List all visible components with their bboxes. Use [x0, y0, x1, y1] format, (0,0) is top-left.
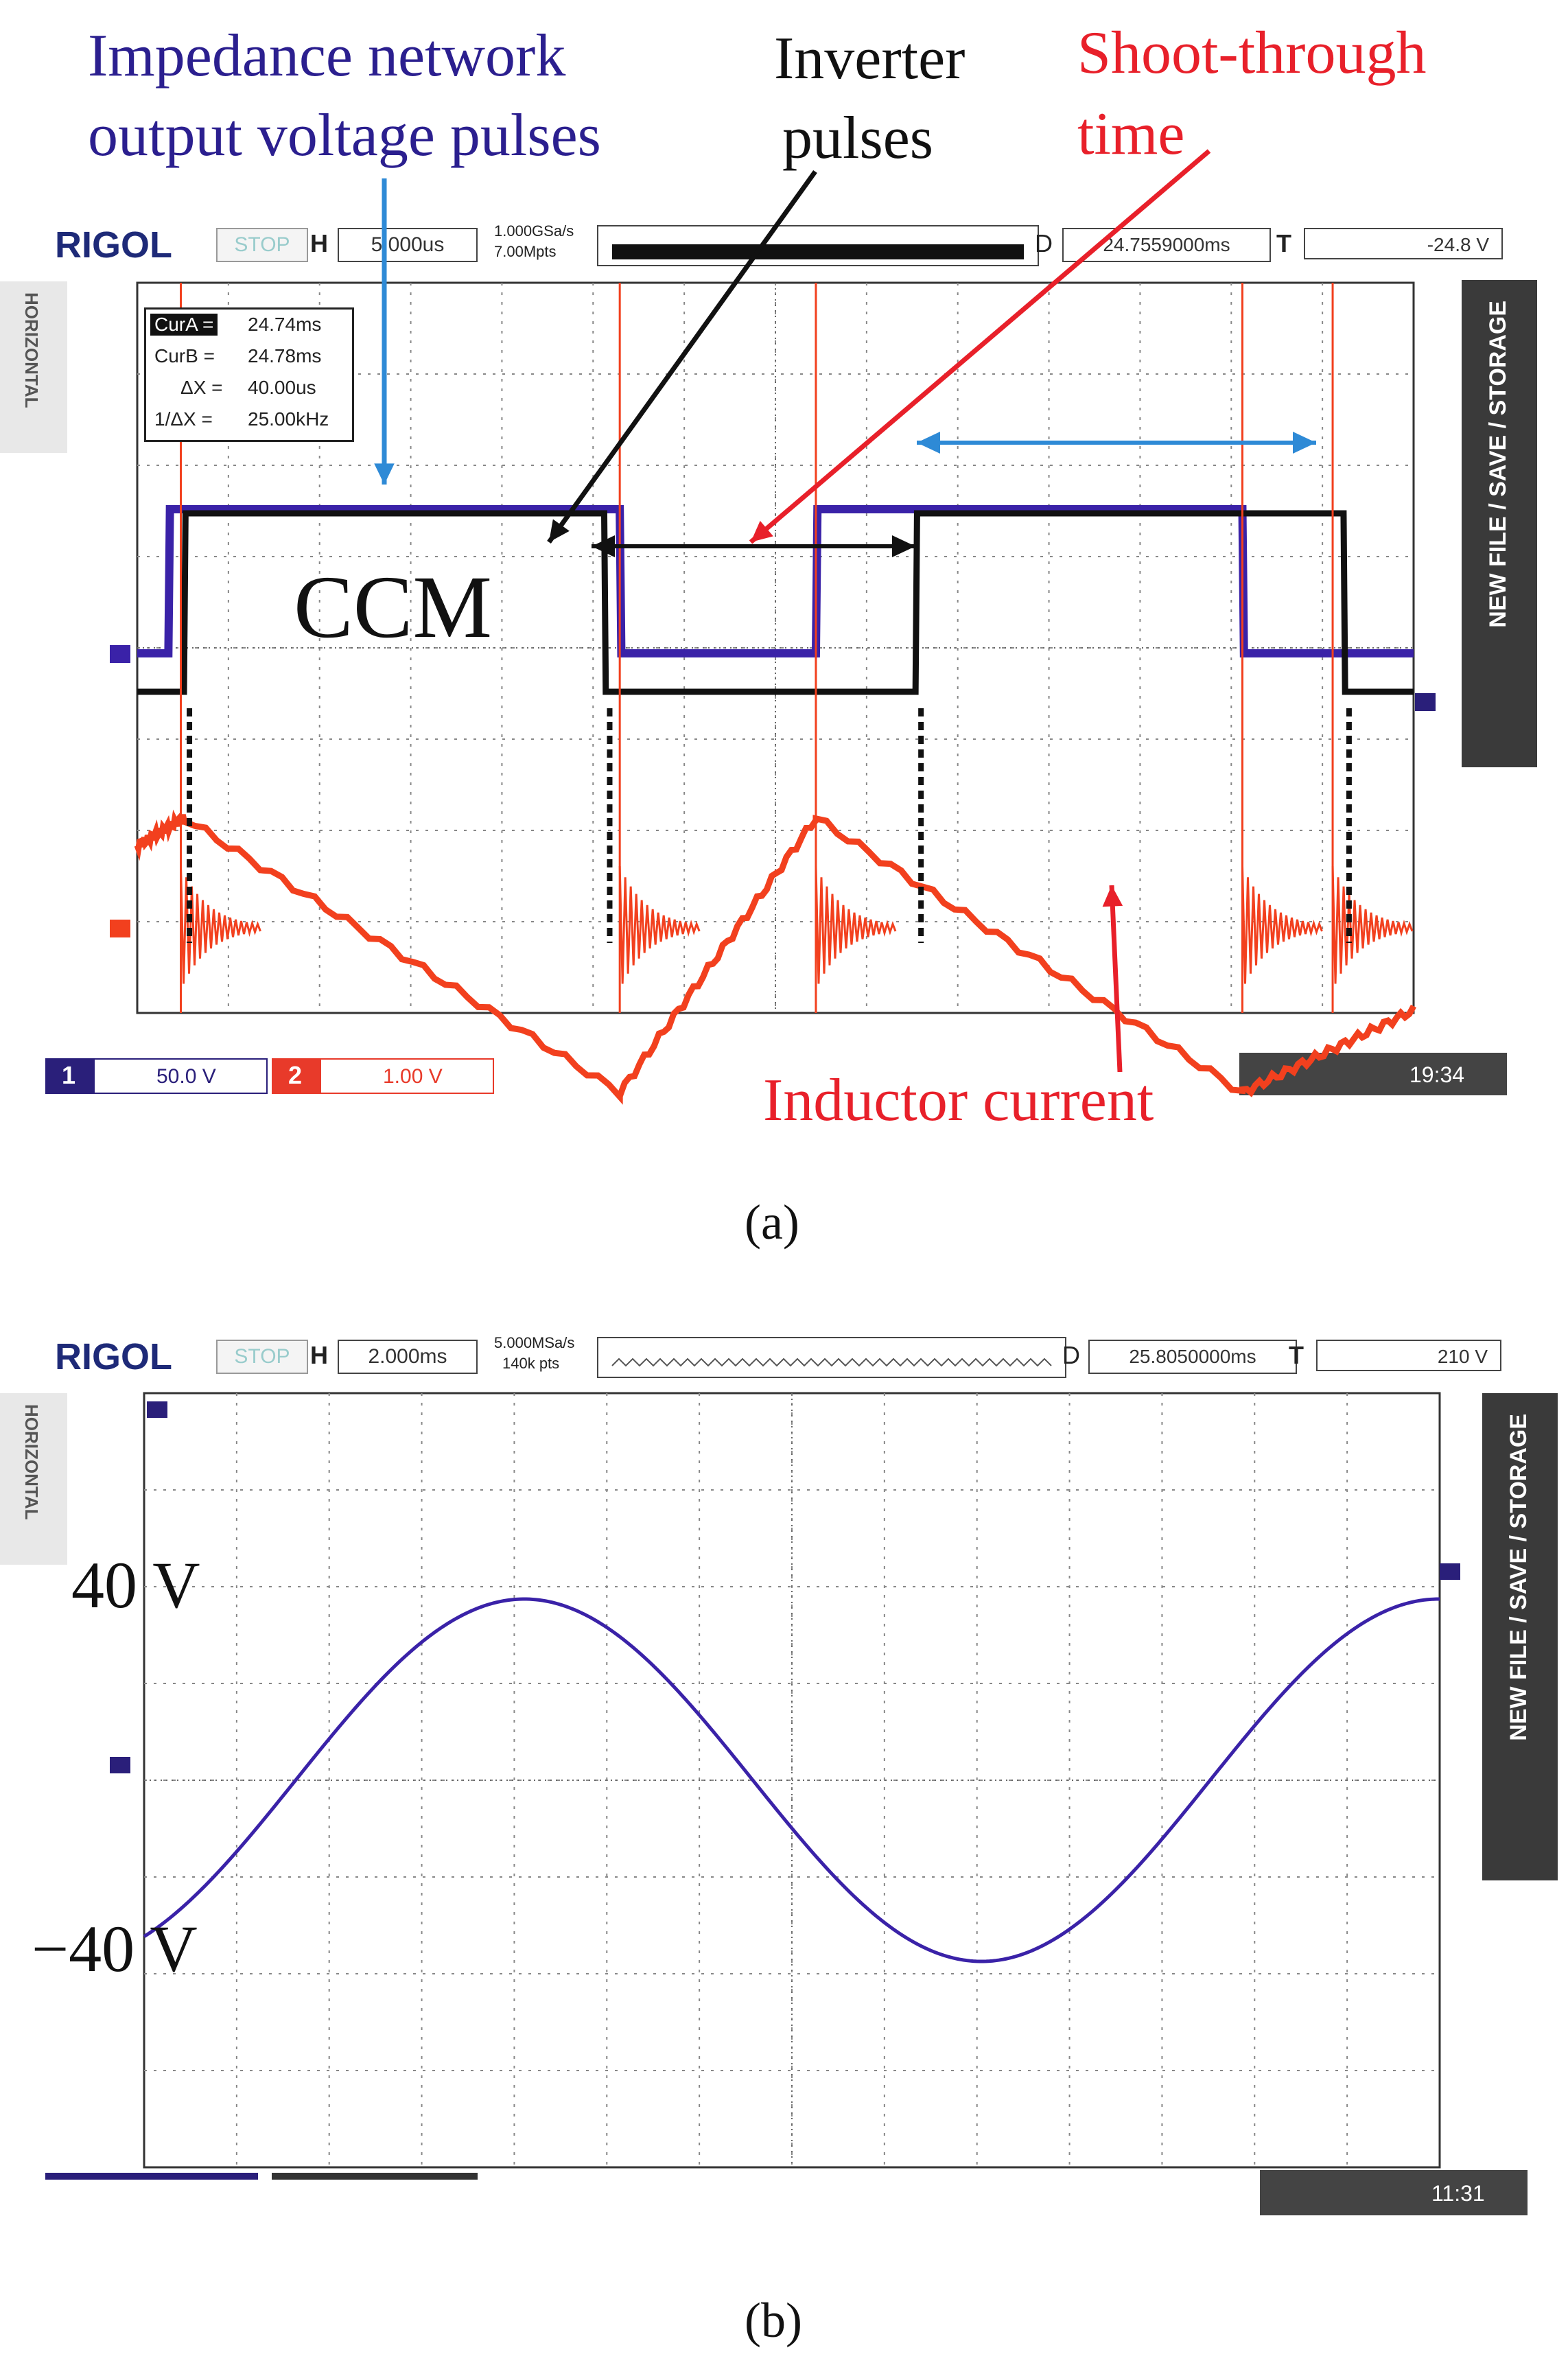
- annotation-40v: 40 V: [71, 1548, 200, 1622]
- caption-a: (a): [745, 1195, 799, 1250]
- ch2-number: 2: [288, 1061, 303, 1089]
- double-arrow-shoot-through-head-left: [592, 535, 615, 557]
- inv-delta-x-label: 1/ΔX =: [154, 408, 213, 430]
- traces-b: [110, 1401, 1460, 1963]
- ch1-marker: [110, 645, 130, 663]
- t-label: T: [1276, 229, 1291, 257]
- storage-menu-tab-a[interactable]: NEW FILE / SAVE / STORAGE: [1462, 280, 1537, 767]
- annotation-inverter-line1: Inverter: [774, 25, 966, 92]
- ringing: [1331, 865, 1414, 984]
- clock: 19:34: [1409, 1062, 1465, 1087]
- run-stop-badge[interactable]: STOP: [216, 228, 308, 262]
- h-label-b: H: [310, 1341, 328, 1369]
- double-arrow-shoot-through-head-right: [892, 535, 915, 557]
- memory-bar-fill: [612, 244, 1024, 259]
- cursor-a-label: CurA =: [150, 314, 218, 336]
- storage-label-b: NEW FILE / SAVE / STORAGE: [1506, 1414, 1532, 1741]
- d-label: D: [1035, 229, 1053, 257]
- scope-header-a: RIGOL STOP H 5.000us 1.000GSa/s 7.00Mpts…: [41, 218, 1503, 272]
- d-label-b: D: [1062, 1341, 1080, 1369]
- arrow-inverter-head: [549, 519, 570, 542]
- annotation-inductor: Inductor current: [763, 1067, 1154, 1134]
- brand-logo: RIGOL: [55, 224, 172, 266]
- output-voltage-trace: [143, 1597, 1440, 1963]
- ch1-scale: 50.0 V: [156, 1065, 216, 1088]
- grid-b: [143, 1392, 1441, 2169]
- annotation-minus-40v: −40 V: [32, 1912, 198, 1985]
- ringing: [815, 865, 897, 984]
- annotation-shoot-line1: Shoot-through: [1077, 20, 1427, 86]
- inverter-pulses-trace: [137, 510, 1414, 695]
- delta-x-value: 40.00us: [248, 377, 316, 398]
- ch1-number: 1: [62, 1061, 76, 1089]
- cursor-readout: CurA = 24.74ms CurB = 24.78ms ΔX = 40.00…: [144, 307, 354, 442]
- arrows: [374, 149, 1316, 1073]
- status-bar-right: 19:34: [1239, 1053, 1507, 1095]
- run-stop-badge-b[interactable]: STOP: [216, 1340, 308, 1374]
- ch2-scale-box[interactable]: 2 1.00 V: [272, 1058, 494, 1094]
- trigger-level-field-b[interactable]: 210 V: [1316, 1340, 1501, 1371]
- ringing: [180, 865, 261, 984]
- cursor-a-value: 24.74ms: [248, 314, 322, 335]
- scope-footer-a: 1 50.0 V 2 1.00 V 19:34: [45, 1053, 1507, 1095]
- status-bar-right-b: 11:31: [1260, 2170, 1528, 2215]
- memory-depth: 7.00Mpts: [494, 243, 557, 260]
- horizontal-label: HORIZONTAL: [21, 292, 42, 408]
- ch1-marker-b: [110, 1757, 130, 1773]
- memory-depth-b: 140k pts: [502, 1355, 560, 1372]
- ch2-marker: [110, 920, 130, 937]
- trigger-pos-marker-b: [147, 1401, 167, 1418]
- annotation-ccm: CCM: [294, 558, 493, 657]
- caption-b: (b): [745, 2293, 802, 2348]
- arrow-shoot-through: [749, 149, 1211, 544]
- annotation-impedance-line1: Impedance network: [88, 23, 566, 89]
- double-arrow-pulse-width-head-left: [917, 432, 940, 454]
- delay-field-b[interactable]: 25.8050000ms: [1088, 1340, 1297, 1374]
- ch2-scale-box-b[interactable]: [272, 2173, 478, 2180]
- arrow-shoot-through-head: [751, 520, 773, 542]
- inductor-current-trace: [134, 809, 1416, 1105]
- ch2-scale: 1.00 V: [383, 1065, 443, 1088]
- memory-bar-b: [597, 1337, 1066, 1378]
- inv-delta-x-value: 25.00kHz: [248, 408, 329, 430]
- ch1-scale-box-b[interactable]: [45, 2173, 258, 2180]
- arrow-inductor-head: [1102, 885, 1123, 907]
- scope-footer-b: 11:31: [45, 2170, 1528, 2215]
- storage-menu-tab-b[interactable]: NEW FILE / SAVE / STORAGE: [1482, 1393, 1558, 1880]
- annotation-shoot-line2: time: [1077, 101, 1185, 167]
- ringing: [1241, 865, 1323, 984]
- trigger-level-field[interactable]: -24.8 V: [1304, 228, 1503, 259]
- delta-x-label: ΔX =: [180, 377, 223, 398]
- ringing: [618, 865, 701, 984]
- delay-field[interactable]: 24.7559000ms: [1062, 228, 1271, 262]
- sample-rate: 1.000GSa/s: [494, 222, 574, 240]
- cursor-b-label: CurB =: [154, 345, 215, 366]
- sample-rate-b: 5.000MSa/s: [494, 1334, 575, 1351]
- clock-b: 11:31: [1431, 2181, 1485, 2206]
- double-arrow-pulse-width-head-right: [1293, 432, 1316, 454]
- traces-a: [110, 283, 1436, 1105]
- arrow-impedance-head: [374, 463, 395, 485]
- scope-header-b: RIGOL STOP H 2.000ms 5.000MSa/s 140k pts…: [41, 1330, 1503, 1384]
- horizontal-label-b: HORIZONTAL: [21, 1404, 42, 1520]
- memory-zigzag: [611, 1357, 1052, 1367]
- annotation-impedance-line2: output voltage pulses: [88, 102, 601, 169]
- arrow-inductor: [1109, 885, 1123, 1073]
- horizontal-menu-tab-b[interactable]: HORIZONTAL: [0, 1393, 67, 1565]
- trigger-marker-b: [1440, 1563, 1460, 1580]
- annotation-inverter-line2: pulses: [782, 105, 933, 172]
- t-label-b: T: [1289, 1341, 1304, 1369]
- horizontal-menu-tab-a[interactable]: HORIZONTAL: [0, 281, 67, 453]
- cursor-b-value: 24.78ms: [248, 345, 322, 366]
- memory-bar: [597, 225, 1039, 266]
- h-label: H: [310, 229, 328, 257]
- ch1-scale-box[interactable]: 1 50.0 V: [45, 1058, 268, 1094]
- brand-logo-b: RIGOL: [55, 1336, 172, 1377]
- arrow-inverter: [547, 170, 817, 544]
- timebase-field-b[interactable]: 2.000ms: [338, 1340, 478, 1374]
- trigger-marker: [1415, 693, 1436, 711]
